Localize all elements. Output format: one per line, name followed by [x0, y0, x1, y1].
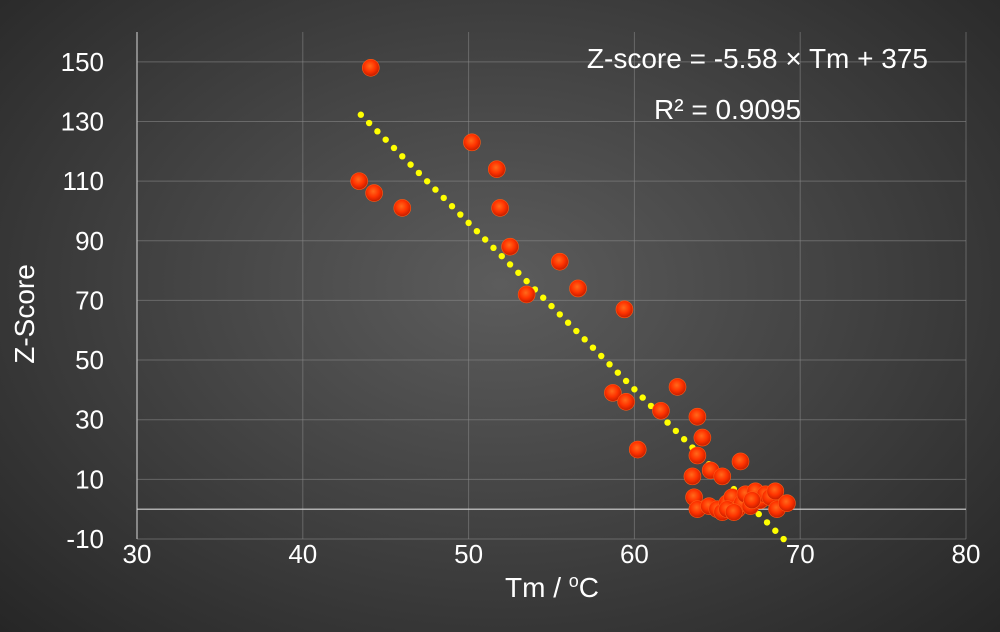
x-tick-label: 40	[288, 539, 317, 569]
trendline-dot	[399, 153, 406, 160]
trendline-dot	[556, 311, 563, 318]
x-tick-label: 70	[786, 539, 815, 569]
data-point	[569, 279, 587, 298]
trendline-dot	[440, 194, 447, 202]
trendline-dot	[523, 277, 530, 285]
trendline-dot	[614, 369, 622, 376]
y-tick-label: 90	[75, 226, 104, 256]
y-tick-label: -10	[66, 524, 104, 554]
y-tick-label: 50	[75, 345, 104, 375]
trendline-dot	[589, 344, 597, 351]
data-point	[491, 199, 509, 217]
trendline-dot	[672, 427, 680, 435]
data-point	[668, 378, 687, 396]
trendline-dot	[515, 269, 522, 276]
data-point	[361, 58, 380, 77]
data-point	[731, 452, 750, 471]
trendline-dot	[548, 302, 555, 310]
x-tick-label: 50	[454, 539, 483, 569]
trendline-dot	[564, 319, 572, 326]
trendline-dot	[647, 402, 655, 410]
y-tick-label: 130	[61, 106, 104, 136]
gridlines	[137, 32, 967, 540]
y-tick-label: 10	[75, 464, 104, 494]
data-point	[604, 384, 622, 402]
x-axis-title: Tm / oC	[505, 571, 599, 603]
data-point	[652, 401, 670, 420]
data-point	[766, 482, 785, 501]
trendline-dot	[780, 535, 787, 543]
trendline-dot	[481, 236, 489, 243]
x-tick-label: 30	[123, 539, 152, 569]
trendline-dot	[598, 352, 605, 360]
data-point	[743, 491, 761, 510]
trendline-dot	[763, 519, 771, 526]
data-points	[350, 58, 796, 521]
data-point	[463, 133, 481, 152]
r-squared-label: R² = 0.9095	[654, 94, 801, 125]
data-point	[688, 407, 707, 426]
data-point	[693, 428, 712, 447]
trendline-dot	[465, 219, 472, 227]
data-point	[713, 467, 732, 486]
data-point	[517, 285, 536, 304]
equation-label: Z-score = -5.58 × Tm + 375	[587, 43, 928, 74]
trendline-dot	[540, 294, 547, 301]
trendline-dot	[374, 128, 381, 135]
data-point	[615, 300, 634, 319]
trendline-dot	[622, 377, 630, 385]
y-tick-label: 110	[63, 166, 104, 196]
axes	[136, 32, 966, 539]
trendline-dot	[498, 252, 505, 260]
trendline-dot	[457, 211, 464, 218]
y-tick-label: 30	[75, 405, 104, 435]
trendline-dot	[382, 136, 389, 143]
y-tick-label: 70	[75, 285, 104, 315]
trendline-dot	[448, 203, 456, 210]
data-point	[487, 160, 506, 178]
trendline-dot	[423, 178, 431, 185]
trendline-dot	[473, 227, 481, 235]
y-tick-labels: -10 10 30 50 70 90 110 130 150	[61, 47, 104, 554]
trendline-dot	[490, 244, 497, 252]
trendline-dot	[631, 386, 638, 393]
y-axis-title: Z-Score	[9, 264, 40, 364]
data-point	[550, 252, 569, 271]
data-point	[628, 440, 647, 459]
trendline-dot	[639, 394, 646, 401]
data-point	[778, 494, 796, 513]
trendline-dot	[357, 111, 365, 118]
trendline-dot	[432, 186, 439, 193]
x-tick-label: 60	[620, 539, 649, 569]
trendline-dot	[407, 161, 414, 168]
data-point	[365, 184, 383, 202]
trendline-dot	[390, 144, 398, 152]
trendline-dot	[581, 336, 588, 343]
trendline-dot	[664, 419, 671, 426]
trendline-dot	[680, 436, 688, 443]
trendline-dot	[772, 527, 779, 534]
data-point	[350, 172, 368, 190]
data-point	[501, 237, 519, 256]
x-tick-label: 80	[952, 539, 981, 569]
trendline-dot	[755, 510, 762, 518]
trendline-dot	[573, 327, 580, 335]
data-point	[688, 446, 707, 465]
data-point	[725, 503, 743, 521]
trendline-dot	[365, 119, 373, 127]
x-tick-labels: 30 40 50 60 70 80	[123, 539, 981, 569]
trendline-dot	[606, 361, 613, 368]
trendline-dot	[415, 169, 423, 177]
trendline-dot	[506, 261, 514, 268]
data-point	[683, 467, 702, 486]
data-point	[617, 393, 635, 411]
data-point	[393, 199, 412, 217]
y-tick-label: 150	[61, 47, 104, 77]
